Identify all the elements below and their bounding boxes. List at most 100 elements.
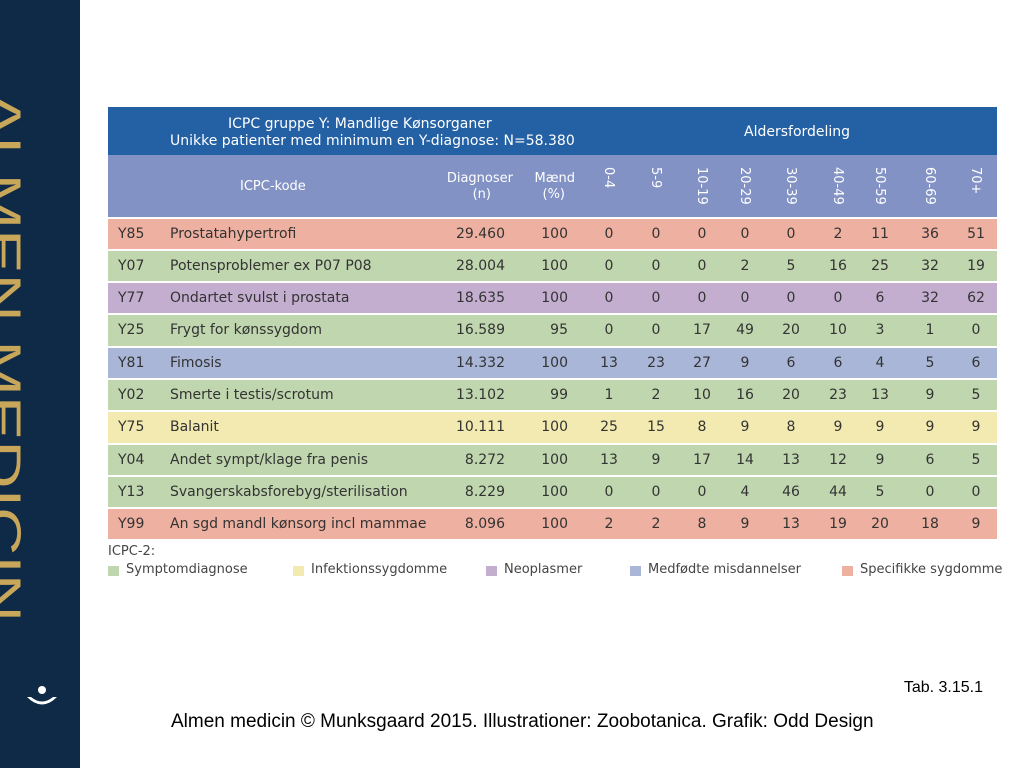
legend-swatch (842, 566, 853, 576)
table-cell: 9 (740, 354, 750, 371)
table-cell: 46 (782, 483, 800, 500)
table-cell: 8 (697, 419, 707, 436)
table: ICPC gruppe Y: Mandlige Kønsorganer Unik… (108, 107, 997, 540)
table-cell: Ondartet svulst i prostata (170, 290, 350, 307)
table-row: Y13 Svangerskabsforebyg/sterilisation 8.22… (108, 476, 997, 508)
table-cell: 18 (921, 516, 939, 533)
table-cell: 6 (833, 354, 843, 371)
legend-label: Symptomdiagnose (126, 562, 248, 577)
header-title-1: ICPC gruppe Y: Mandlige Kønsorganer (228, 116, 492, 132)
table-cell: 5 (971, 387, 981, 403)
table-cell: 0 (604, 257, 614, 274)
col-age: 5-9 (648, 167, 663, 189)
legend-title: ICPC-2: (108, 544, 156, 559)
table-cell: 95 (550, 322, 568, 339)
table-cell: Y02 (118, 387, 145, 403)
table-row: Y77 Ondartet svulst i prostata 18.635 100 0 0… (108, 283, 997, 314)
table-cell: 1 (604, 387, 614, 403)
table-cell: 5 (925, 354, 935, 371)
col-age: 60-69 (922, 167, 937, 205)
table-cell: An sgd mandl kønsorg incl mammae (170, 516, 427, 533)
table-cell: 9 (925, 387, 935, 403)
table-cell: 0 (651, 483, 661, 500)
table-cell: 15 (647, 419, 665, 436)
table-cell: 99 (550, 387, 568, 403)
table-cell: 62 (967, 290, 985, 307)
table-cell: 20 (871, 516, 889, 533)
table-cell: 9 (971, 419, 981, 436)
col-age: 30-39 (783, 167, 798, 205)
table-cell: 25 (871, 257, 889, 274)
table-cell: Y07 (118, 257, 145, 274)
column-band (108, 155, 997, 217)
table-cell: 6 (786, 354, 796, 371)
col-code: ICPC-kode (240, 179, 306, 194)
table-cell: 8.229 (464, 483, 505, 500)
table-cell: 9 (651, 451, 661, 468)
legend-swatch (630, 566, 641, 576)
table-cell: 5 (971, 451, 981, 468)
header-band (108, 107, 997, 155)
logo-body (27, 697, 57, 705)
table-cell: 2 (651, 387, 661, 403)
table-cell: 8 (697, 516, 707, 533)
table-cell: 4 (875, 354, 885, 371)
table-cell: Y25 (118, 322, 145, 339)
table-row: Y04 Andet sympt/klage fra penis 8.272 100 13… (108, 444, 997, 475)
table-cell: 13 (782, 451, 800, 468)
table-cell: 10 (693, 387, 711, 403)
table-row: Y07 Potensproblemer ex P07 P08 28.004 100 0 0… (108, 250, 997, 282)
table-cell: Y99 (118, 516, 145, 533)
table-cell: Y85 (118, 225, 145, 242)
table-cell: 14 (736, 451, 754, 468)
table-cell: 20 (782, 387, 800, 403)
table-cell: 100 (541, 483, 568, 500)
col-diag-unit: (n) (472, 187, 491, 202)
header-title-2: Unikke patienter med minimum en Y-diagno… (170, 133, 575, 149)
table-cell: Frygt for kønssygdom (170, 322, 322, 339)
sidebar-title: ALMEN MEDICIN (0, 92, 31, 622)
col-men-unit: (%) (542, 187, 566, 202)
table-cell: 0 (651, 290, 661, 307)
legend-swatch (293, 566, 304, 576)
legend-label: Neoplasmer (504, 562, 583, 577)
table-cell: Y13 (118, 483, 145, 500)
table-cell: 100 (541, 257, 568, 274)
table-cell: 9 (833, 419, 843, 436)
table-cell: 100 (541, 451, 568, 468)
table-row: Y99 An sgd mandl kønsorg incl mammae 8.096… (108, 509, 997, 540)
col-age: 70+ (968, 167, 983, 195)
table-cell: 13.102 (456, 387, 505, 403)
table-cell: 8.272 (464, 451, 505, 468)
table-cell: 20 (782, 322, 800, 339)
table-cell: 18.635 (456, 290, 505, 307)
table-row: Y85 Prostatahypertrofi 29.460 100 0 0 0 0 0 2 11 36… (108, 218, 997, 249)
legend-label: Medfødte misdannelser (648, 562, 801, 577)
table-cell: 6 (925, 451, 935, 468)
table-cell: 2 (604, 516, 614, 533)
table-cell: 14.332 (456, 354, 505, 371)
logo-head (38, 686, 46, 694)
col-age: 50-59 (872, 167, 887, 205)
table-cell: 6 (971, 354, 981, 371)
table-cell: Y77 (118, 290, 145, 307)
table-cell: 0 (833, 290, 843, 307)
sidebar: ALMEN MEDICIN (0, 0, 80, 768)
table-cell: 0 (651, 225, 661, 242)
col-age: 40-49 (830, 167, 845, 205)
legend-swatch (486, 566, 497, 576)
table-cell: 9 (875, 451, 885, 468)
col-age: 20-29 (737, 167, 752, 205)
table-cell: Balanit (170, 419, 219, 436)
col-age: 10-19 (694, 167, 709, 205)
table-cell: 9 (925, 419, 935, 436)
table-cell: 0 (786, 225, 796, 242)
table-cell: 10.111 (456, 419, 505, 436)
col-diag: Diagnoser (446, 171, 513, 186)
table-cell: Potensproblemer ex P07 P08 (170, 257, 372, 274)
table-cell: 12 (829, 451, 847, 468)
table-row: Y02 Smerte i testis/scrotum 13.102 99 1 2 10 16… (108, 380, 997, 411)
legend-swatch (108, 566, 119, 576)
table-cell: Svangerskabsforebyg/sterilisation (170, 483, 408, 500)
table-cell: 5 (786, 257, 796, 274)
